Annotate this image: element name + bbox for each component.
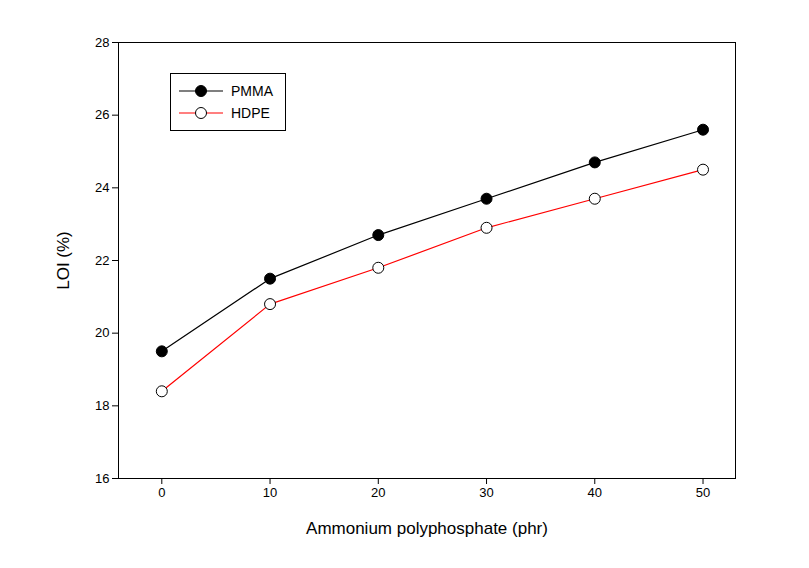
html-text:HDPE: HDPE bbox=[231, 105, 270, 121]
svg-text:26: 26 bbox=[95, 107, 109, 122]
svg-text:10: 10 bbox=[263, 485, 277, 500]
svg-text:40: 40 bbox=[588, 485, 602, 500]
svg-text:20: 20 bbox=[95, 325, 109, 340]
svg-text:30: 30 bbox=[479, 485, 493, 500]
svg-text:20: 20 bbox=[371, 485, 385, 500]
svg-text:0: 0 bbox=[158, 485, 165, 500]
svg-text:24: 24 bbox=[95, 180, 109, 195]
svg-text:50: 50 bbox=[696, 485, 710, 500]
svg-text:LOI (%): LOI (%) bbox=[54, 231, 73, 290]
svg-text:18: 18 bbox=[95, 398, 109, 413]
svg-text:22: 22 bbox=[95, 253, 109, 268]
svg-text:16: 16 bbox=[95, 471, 109, 486]
html-text:PMMA: PMMA bbox=[231, 83, 273, 99]
svg-text:28: 28 bbox=[95, 35, 109, 50]
svg-text:Ammonium polyphosphate (phr): Ammonium polyphosphate (phr) bbox=[306, 519, 548, 538]
